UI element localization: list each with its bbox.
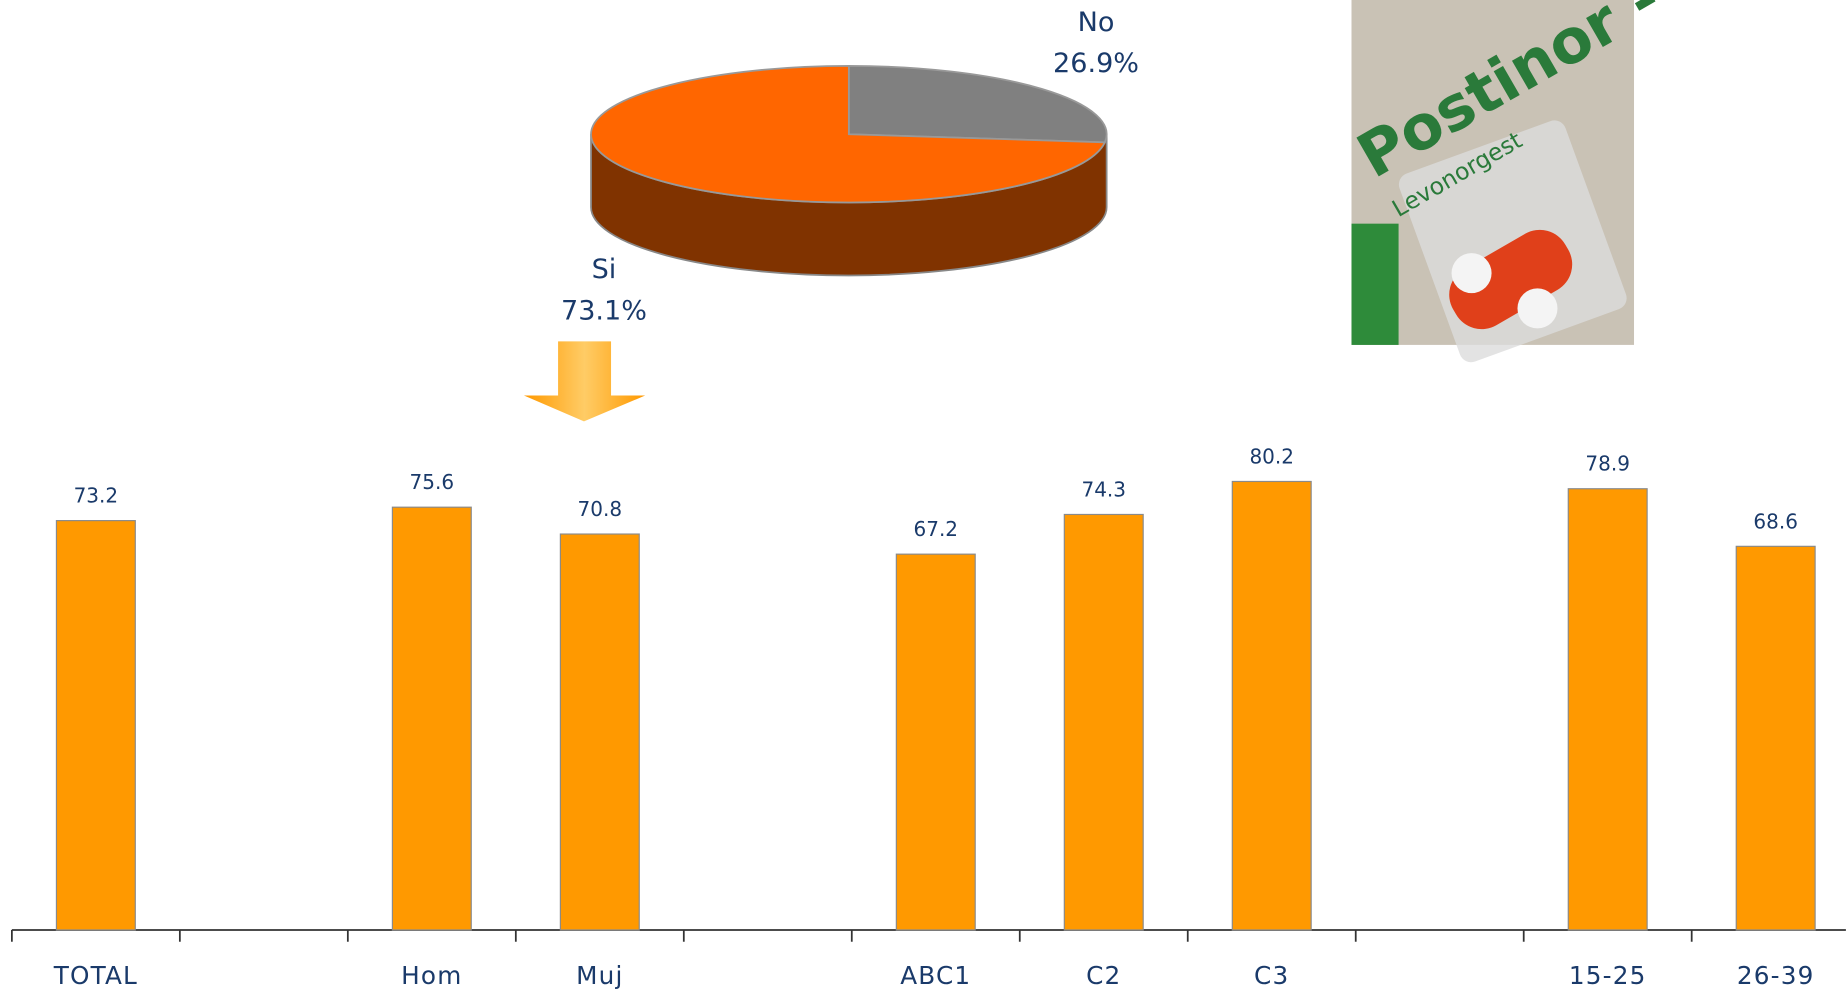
photo-pill: [1451, 253, 1492, 294]
value-label: 70.8: [578, 497, 623, 521]
bar: [55, 520, 136, 931]
value-label: 75.6: [410, 470, 455, 494]
bar: [1567, 488, 1648, 931]
bar: [1063, 513, 1144, 931]
bar: [1735, 545, 1816, 931]
photo-green: [1351, 223, 1399, 345]
x-tick-label: 15-25: [1569, 961, 1647, 990]
bar: [1231, 480, 1312, 931]
x-tick-label: TOTAL: [53, 961, 138, 990]
value-label: 80.2: [1249, 444, 1294, 468]
bar: [391, 506, 472, 931]
value-label: 78.9: [1585, 452, 1630, 476]
photo: Postinor - 2 Levonorgest: [1346, 0, 1728, 363]
pie-label: Si: [592, 254, 617, 285]
bar: [895, 553, 976, 931]
value-label: 68.6: [1753, 509, 1798, 533]
photo-pill: [1517, 288, 1558, 329]
arrow: [523, 341, 646, 422]
bar: [559, 533, 640, 931]
value-label: 74.3: [1081, 477, 1126, 501]
x-tick-label: C2: [1086, 961, 1121, 990]
x-tick-label: ABC1: [900, 961, 971, 990]
x-tick-label: Hom: [401, 961, 462, 990]
value-label: 73.2: [74, 484, 119, 508]
x-tick-label: Muj: [576, 961, 623, 990]
pie-value-label: 73.1%: [561, 295, 647, 326]
pie-slice: [590, 65, 1107, 204]
photo-pills: [1449, 229, 1573, 330]
pie-value-label: 26.9%: [1053, 48, 1139, 79]
value-label: 67.2: [914, 517, 959, 541]
pie-label: No: [1078, 7, 1115, 38]
x-tick-label: C3: [1254, 961, 1289, 990]
pie-slice: [847, 65, 1108, 144]
x-tick-label: 26-39: [1737, 961, 1815, 990]
